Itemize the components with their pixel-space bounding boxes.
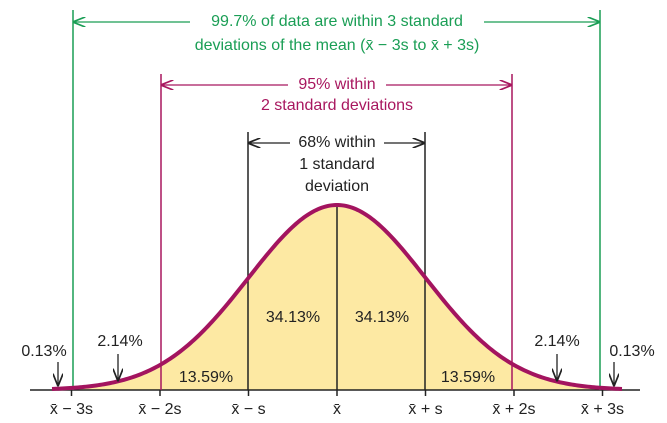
region-label: 0.13% xyxy=(21,343,66,360)
span-arrows xyxy=(58,22,614,385)
region-label: 0.13% xyxy=(609,343,654,360)
axis-label: x̄ xyxy=(333,401,341,418)
annotation: 99.7% of data are within 3 standard xyxy=(211,13,463,30)
region-label: 2.14% xyxy=(97,333,142,350)
region-label: 34.13% xyxy=(355,309,409,326)
normal-curve xyxy=(51,203,623,391)
annotation: 95% within xyxy=(298,76,375,93)
annotation: 68% within xyxy=(298,134,375,151)
axis-label: x̄ − s xyxy=(231,401,265,418)
guides xyxy=(72,10,601,390)
axis-label: x̄ − 2s xyxy=(138,401,181,418)
region-label: 13.59% xyxy=(179,369,233,386)
axis-label: x̄ + 3s xyxy=(581,401,624,418)
annotation: deviation xyxy=(305,178,369,195)
region-label: 34.13% xyxy=(266,309,320,326)
annotation: 1 standard xyxy=(299,156,375,173)
region-label: 13.59% xyxy=(441,369,495,386)
annotation: deviations of the mean (x̄ − 3s to x̄ + … xyxy=(195,37,480,54)
region-label: 2.14% xyxy=(534,333,579,350)
axis-label: x̄ − 3s xyxy=(50,401,93,418)
axis-label: x̄ + 2s xyxy=(492,401,535,418)
annotation: 2 standard deviations xyxy=(261,97,413,114)
axis-label: x̄ + s xyxy=(408,401,442,418)
